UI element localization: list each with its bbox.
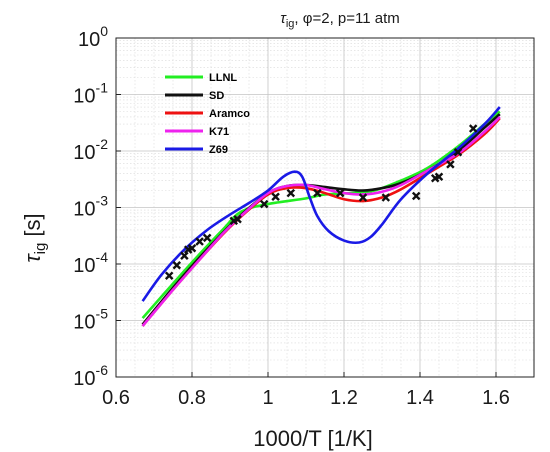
x-tick-label: 1 bbox=[262, 387, 273, 409]
x-axis-label: 1000/T [1/K] bbox=[253, 426, 372, 451]
legend-label: LLNL bbox=[209, 72, 237, 84]
plot-area bbox=[115, 37, 535, 378]
data-point-marker bbox=[335, 188, 345, 198]
data-point-marker bbox=[180, 251, 189, 260]
data-point-marker bbox=[411, 191, 421, 201]
data-point-marker bbox=[187, 244, 197, 253]
legend-label: K71 bbox=[209, 126, 229, 138]
x-tick-label: 0.8 bbox=[178, 387, 206, 409]
x-tick-label: 1.4 bbox=[406, 387, 434, 409]
data-point-marker bbox=[434, 172, 444, 182]
y-axis-ticks: 100 10-1 10-2 10-3 10-4 10-5 10-6 bbox=[73, 23, 121, 390]
y-tick-label: 10-1 bbox=[73, 80, 108, 108]
data-point-marker bbox=[381, 193, 391, 202]
experimental-markers bbox=[164, 124, 478, 280]
legend-item-aramco: Aramco bbox=[165, 108, 250, 120]
data-point-marker bbox=[313, 188, 322, 198]
legend-item-llnl: LLNL bbox=[165, 72, 237, 84]
legend-label: SD bbox=[209, 90, 224, 102]
y-tick-label: 10-3 bbox=[73, 193, 108, 221]
data-point-marker bbox=[286, 188, 296, 198]
data-point-marker bbox=[446, 160, 455, 169]
y-tick-label: 10-5 bbox=[73, 306, 108, 334]
legend-item-k71: K71 bbox=[165, 126, 229, 138]
series-line-llnl bbox=[141, 110, 501, 320]
data-point-marker bbox=[202, 233, 212, 243]
legend-label: Z69 bbox=[209, 144, 228, 156]
series-line-z69 bbox=[141, 106, 501, 302]
y-tick-label: 10-4 bbox=[73, 249, 108, 277]
legend: LLNL SD Aramco K71 Z69 bbox=[165, 72, 250, 156]
x-tick-label: 1.2 bbox=[330, 387, 358, 409]
x-tick-label: 1.6 bbox=[482, 387, 510, 409]
legend-label: Aramco bbox=[209, 108, 250, 120]
data-point-marker bbox=[468, 124, 478, 133]
x-tick-label: 0.6 bbox=[102, 387, 130, 409]
y-tick-label: 100 bbox=[78, 23, 108, 51]
data-point-marker bbox=[453, 148, 463, 157]
legend-item-sd: SD bbox=[165, 90, 224, 102]
y-tick-label: 10-6 bbox=[73, 362, 108, 390]
chart-title: τig, φ=2, p=11 atm bbox=[280, 10, 400, 30]
data-point-marker bbox=[358, 193, 368, 202]
x-axis-ticks: 0.6 0.8 1 1.2 1.4 1.6 bbox=[102, 372, 510, 409]
data-point-marker bbox=[271, 192, 280, 201]
data-point-marker bbox=[259, 199, 269, 209]
y-axis-label: τig [s] bbox=[20, 213, 49, 262]
y-tick-label: 10-2 bbox=[73, 136, 108, 164]
legend-item-z69: Z69 bbox=[165, 144, 228, 156]
series-layer bbox=[141, 106, 501, 327]
data-point-marker bbox=[233, 214, 242, 224]
data-point-marker bbox=[172, 261, 182, 270]
data-point-marker bbox=[164, 271, 174, 280]
data-point-marker bbox=[195, 237, 204, 246]
